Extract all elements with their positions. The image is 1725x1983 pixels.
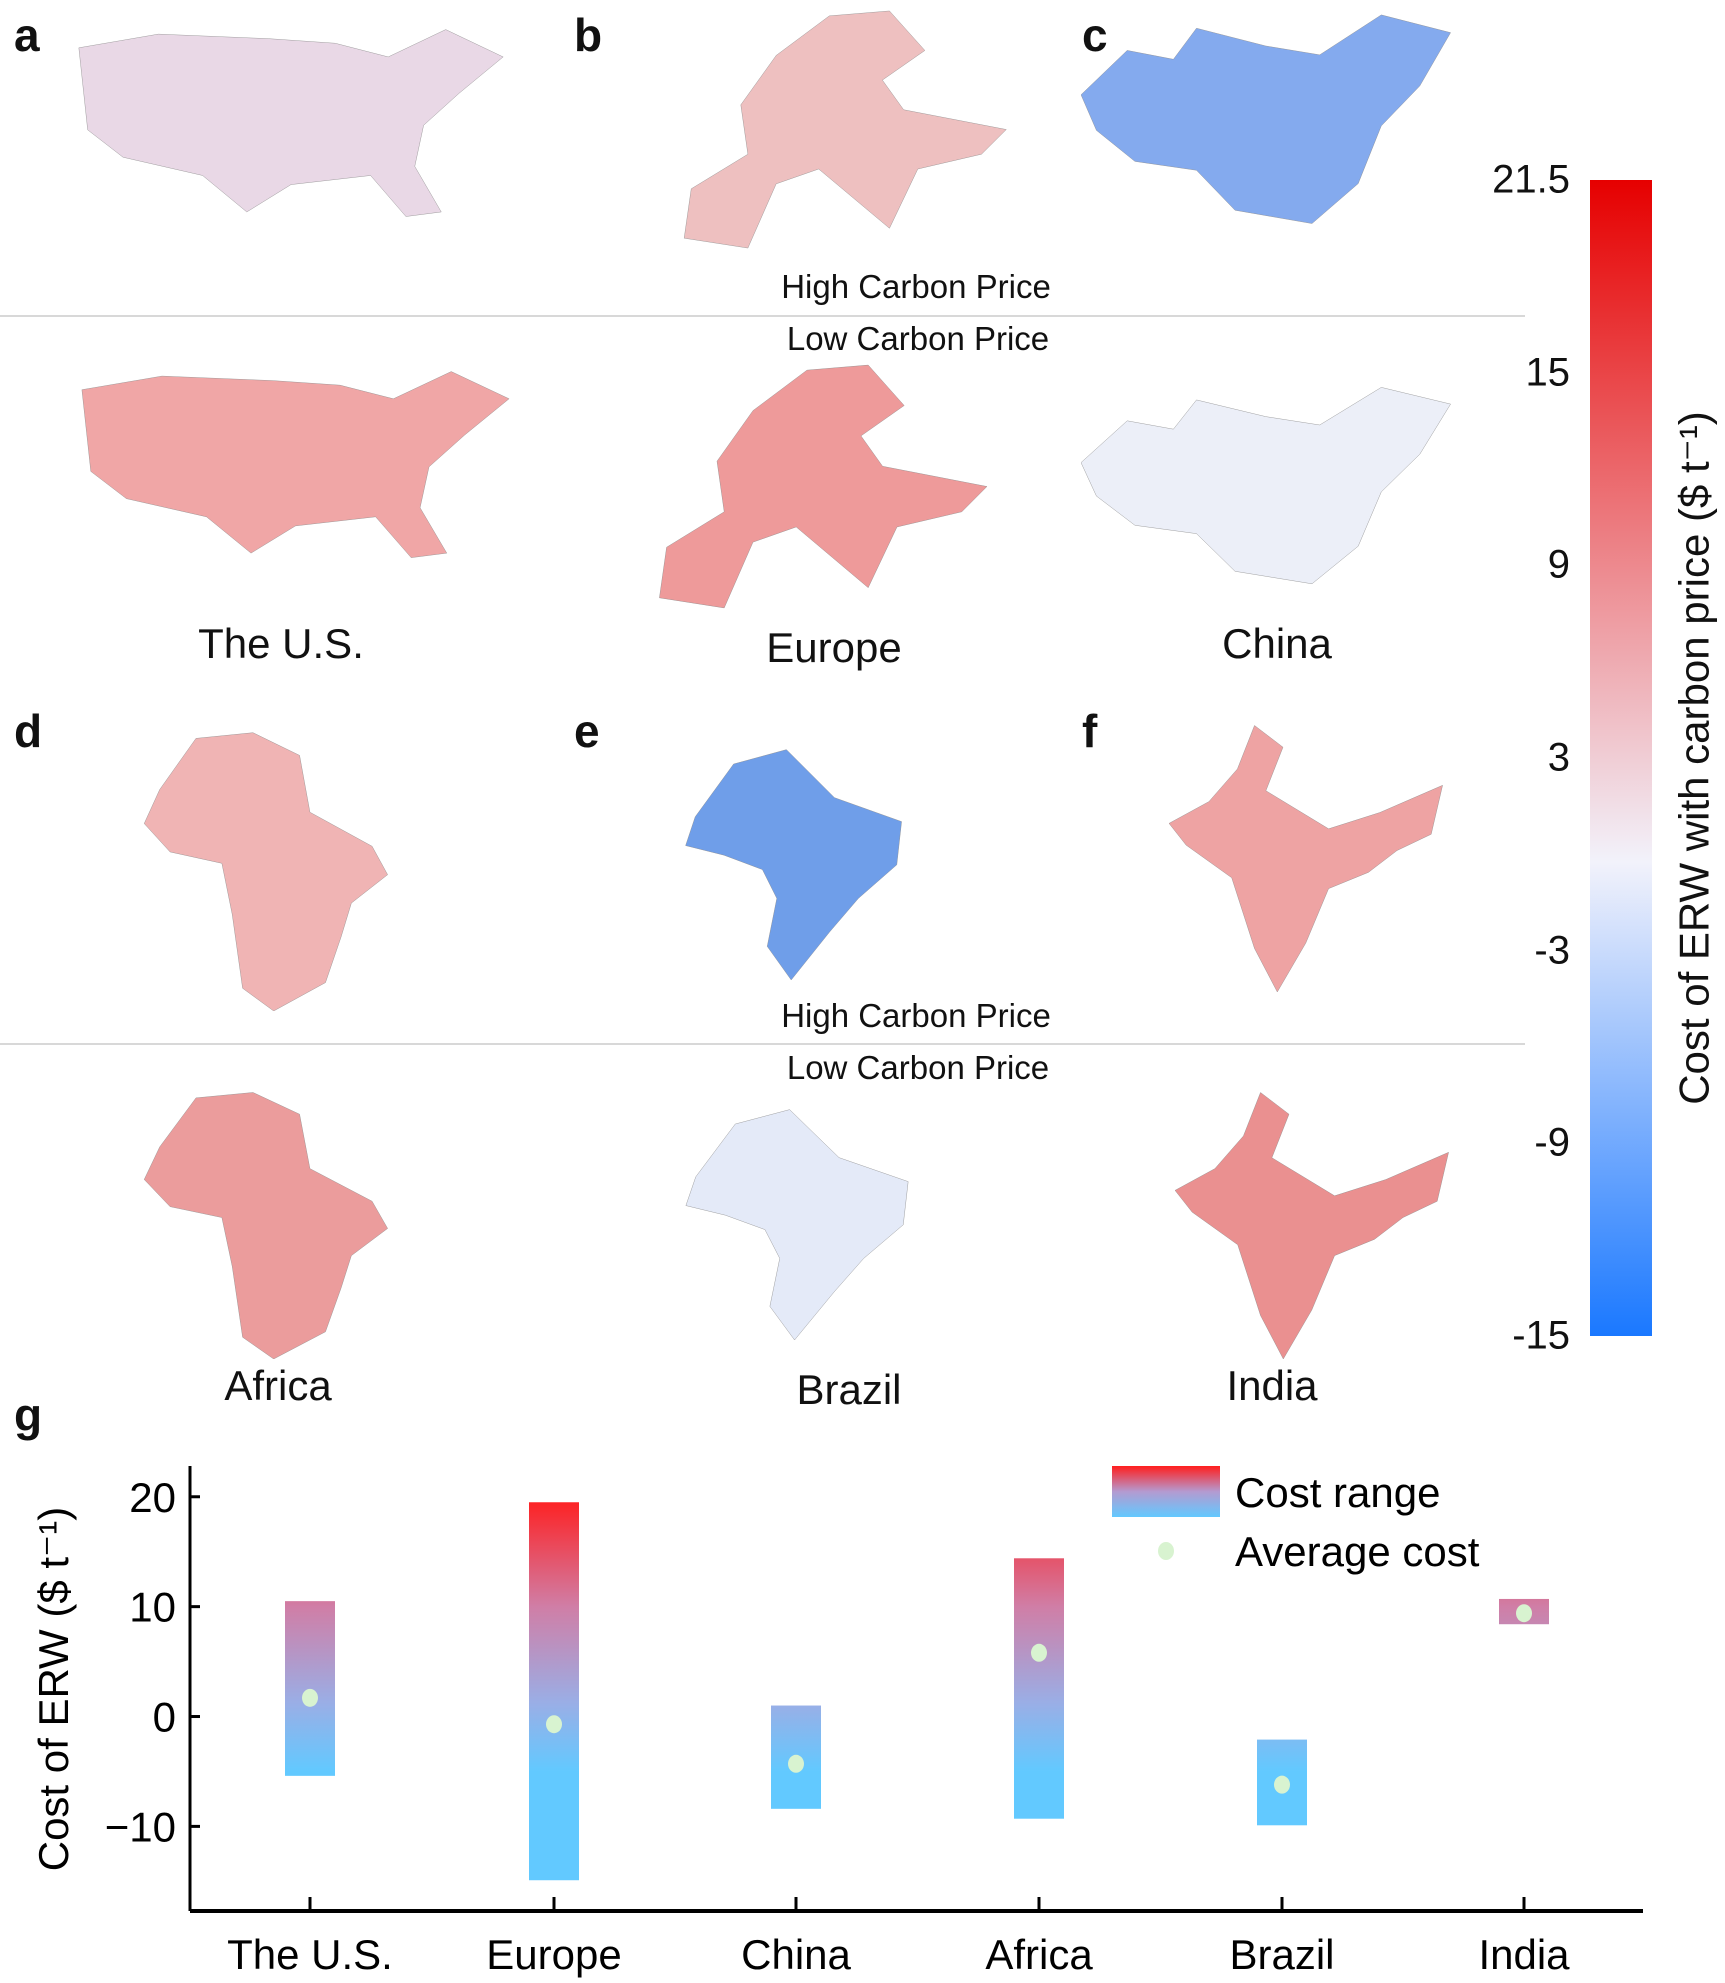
map-region-shape [79,30,503,217]
average-cost-point [1274,1775,1290,1794]
legend-average-cost-label: Average cost [1235,1528,1480,1575]
average-cost-point [1516,1604,1532,1623]
legend-cost-range-swatch [1112,1466,1220,1517]
legend-cost-range-label: Cost range [1235,1469,1440,1516]
legend-average-cost-marker [1158,1542,1174,1560]
map-region-shape [659,365,987,608]
map-region-shape [1175,1092,1449,1359]
map-us-high-carbon-price [70,25,512,253]
scenario-high-label-1: High Carbon Price [781,268,1051,305]
colorbar-tick: -9 [1534,1120,1570,1165]
map-region-shape [144,733,387,1011]
average-cost-point [1031,1643,1047,1662]
map-in-low-carbon-price [1175,1087,1460,1359]
x-tick-label: Africa [985,1931,1093,1978]
map-af-low-carbon-price [139,1087,398,1359]
y-tick-label: 0 [153,1694,176,1741]
colorbar-tick: 3 [1547,735,1570,780]
panel-label-b: b [574,9,603,61]
panel-label-c: c [1082,9,1108,61]
map-br-low-carbon-price [676,1100,923,1340]
map-region-shape [686,750,902,980]
scenario-high-label-2: High Carbon Price [781,997,1051,1034]
map-region-shape [82,372,509,558]
map-in-high-carbon-price [1169,720,1454,992]
cost-range-bar [529,1502,579,1881]
x-tick-label: Brazil [1229,1931,1334,1978]
map-us-low-carbon-price [73,367,518,594]
average-cost-point [788,1754,804,1773]
x-tick-label: The U.S. [227,1931,393,1978]
colorbar-tick: -15 [1512,1313,1570,1358]
region-label-africa: Africa [224,1362,332,1409]
region-label-brazil: Brazil [796,1366,902,1413]
cost-range-bar [1014,1558,1064,1819]
y-axis-label: Cost of ERW ($ t⁻¹) [30,1507,77,1871]
scenario-low-label-1: Low Carbon Price [786,320,1050,357]
map-cn-low-carbon-price [1081,379,1466,588]
y-tick-label: −10 [105,1803,176,1850]
average-cost-point [302,1688,318,1707]
colorbar-tick: 21.5 [1492,157,1570,202]
divider-top [0,315,1525,317]
x-tick-label: India [1478,1931,1570,1978]
chart-g: 20 10 0 −10 Cost of ERW ($ t⁻¹) The U.S. Europ… [30,1466,1643,1978]
colorbar [1590,180,1652,1336]
map-region-shape [684,11,1006,248]
y-tick-label: 10 [129,1584,176,1631]
divider-bottom [0,1043,1525,1045]
colorbar-tick: 15 [1525,350,1571,395]
average-cost-point [546,1715,562,1734]
map-region-shape [1081,387,1451,583]
panel-label-d: d [14,705,43,757]
map-region-shape [144,1092,387,1359]
panel-label-e: e [574,705,600,757]
panel-label-a: a [14,9,40,61]
region-label-india: India [1226,1362,1318,1409]
colorbar-label: Cost of ERW with carbon price ($ t⁻¹) [1670,411,1718,1105]
colorbar-tick: -3 [1534,928,1570,973]
colorbar-tick: 9 [1547,542,1570,587]
scenario-low-label-2: Low Carbon Price [786,1049,1050,1086]
cost-range-bar [285,1601,335,1776]
region-label-europe: Europe [766,624,902,671]
panel-label-f: f [1082,705,1098,757]
region-label-us: The U.S. [198,620,364,667]
map-region-shape [1081,15,1451,224]
map-br-high-carbon-price [676,740,916,980]
x-tick-label: Europe [486,1931,621,1978]
region-label-china: China [1222,620,1332,667]
y-tick-label: 20 [129,1474,176,1521]
map-af-high-carbon-price [139,727,398,1011]
panel-label-g: g [14,1389,43,1441]
map-eu-high-carbon-price [670,6,1024,253]
map-cn-high-carbon-price [1081,6,1466,228]
map-eu-low-carbon-price [645,360,1005,613]
map-region-shape [1169,725,1443,992]
map-region-shape [686,1110,908,1340]
x-tick-label: China [741,1931,851,1978]
